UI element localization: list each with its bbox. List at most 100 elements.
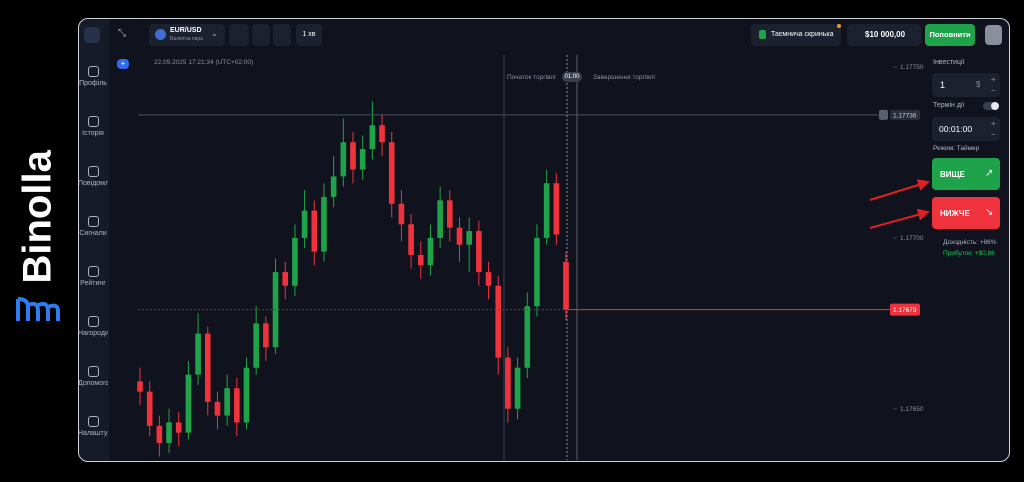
deposit-button[interactable]: Поповнити [925,24,975,46]
flag-icon [155,29,166,40]
expiry-value: 00:01:00 [939,124,973,134]
candle-body [369,125,376,150]
box-icon [759,30,766,39]
reference-icon [879,109,888,120]
sidebar-icon [87,366,99,377]
pair: EUR/USD [170,27,202,34]
up-label: ВИЩЕ [940,170,966,179]
expiry-label: Термін дії [933,102,965,109]
candle-body [146,391,153,426]
balance[interactable]: $10 000,00 [847,24,921,46]
down-button[interactable]: НИЖЧЕ ↘ [932,197,1000,229]
candle-body [456,227,463,245]
up-button[interactable]: ВИЩЕ ↗ [932,158,1000,190]
sidebar-icon [87,216,99,227]
current-price-tag [890,303,920,316]
candle-body [524,306,531,368]
sidebar-item[interactable]: Повідомлення [78,166,108,187]
candle-body [427,237,434,266]
candle-body [563,261,569,310]
dropdown-icon: ⌄ [211,29,218,38]
expiry-input[interactable]: 00:01:00 + − [932,117,1000,141]
candle-body [417,255,424,266]
drawing-button[interactable] [252,24,270,46]
annotation-arrows [869,179,930,229]
candle-body [514,367,521,409]
y-tick-label: 1.17650 [900,406,924,413]
pair-selector[interactable]: EUR/USD Валютна пара ⌄ [149,24,225,46]
mystery-box-label: Таємнича скринька [771,31,834,38]
y-tick-label: 1.17700 [900,235,924,242]
candle-body [301,210,308,238]
avatar[interactable] [985,25,1002,45]
sidebar-item[interactable]: Рейтинг [78,266,108,287]
up-arrow: ↗ [985,168,994,179]
sidebar-icon [87,116,99,127]
indicators-button[interactable] [229,24,249,46]
candle-body [166,422,172,443]
candle-body [553,183,560,235]
trade-start-label: Початок торгівлі [507,74,556,81]
sidebar-item[interactable]: Сигнали [78,216,108,237]
sidebar-item[interactable]: Налаштування [78,416,108,437]
chart-type-button[interactable] [273,24,291,46]
candle-body [340,142,347,177]
candle-body [214,401,221,416]
sidebar-icon [87,266,99,277]
candle-body [447,200,453,228]
sidebar-item[interactable]: Історія [78,116,108,137]
mystery-box[interactable]: Таємнича скринька [751,24,841,46]
sidebar-label: Сигнали [79,230,107,237]
candle-body [253,323,259,368]
candle-body [476,231,482,273]
sidebar-label: Рейтинг [80,280,106,287]
sidebar-icon [87,316,99,327]
candle-body [282,272,289,286]
investment-value: 1 [940,80,946,90]
reference-tag [890,109,920,120]
candle-body [263,323,269,348]
candle-body [292,237,298,286]
investment-input[interactable]: 1 $ + − [932,73,1000,97]
stepper[interactable]: + − [991,75,996,95]
add-chart-button[interactable]: + [117,59,129,69]
candle-body [185,374,192,433]
sidebar-icon [87,66,99,77]
candle-body [388,142,395,204]
candle-body [321,196,327,252]
app-icon[interactable] [84,27,100,43]
sidebar-icon [87,166,99,177]
candle-body [204,333,211,402]
down-arrow: ↘ [985,207,994,218]
sidebar-label: Історія [82,130,104,137]
candle-body [243,367,250,423]
candle-body [224,388,230,416]
candle-body [156,425,163,443]
collapse-icon[interactable]: ⤡ [118,28,126,39]
notification-dot [837,24,841,28]
sidebar-item[interactable]: Нагороди [78,316,108,337]
candle-body [398,203,405,225]
candle-body [359,149,366,170]
candle-body [534,237,540,307]
sidebar [79,19,109,461]
mode: Режим: Таймер [933,145,980,152]
y-tick-label: 1.17750 [900,64,924,71]
pair-type: Валютна пара [170,36,203,42]
sidebar-label: Повідомлення [78,180,108,187]
candle-body [311,210,318,252]
sidebar-item[interactable]: Профіль [78,66,108,87]
candle-body [175,422,182,433]
logo-icon [16,297,60,321]
sidebar-label: Налаштування [78,430,108,437]
timeframe-button[interactable]: 1 хв [296,24,322,46]
candle-body [408,224,414,255]
sidebar-icon [87,416,99,427]
sidebar-item[interactable]: Допомога [78,366,108,387]
candle-body [234,388,240,423]
candle-body [137,381,143,392]
payout: Доходність: +86% [943,239,997,246]
stepper[interactable]: + − [991,119,996,139]
expiry-toggle[interactable] [983,102,999,110]
